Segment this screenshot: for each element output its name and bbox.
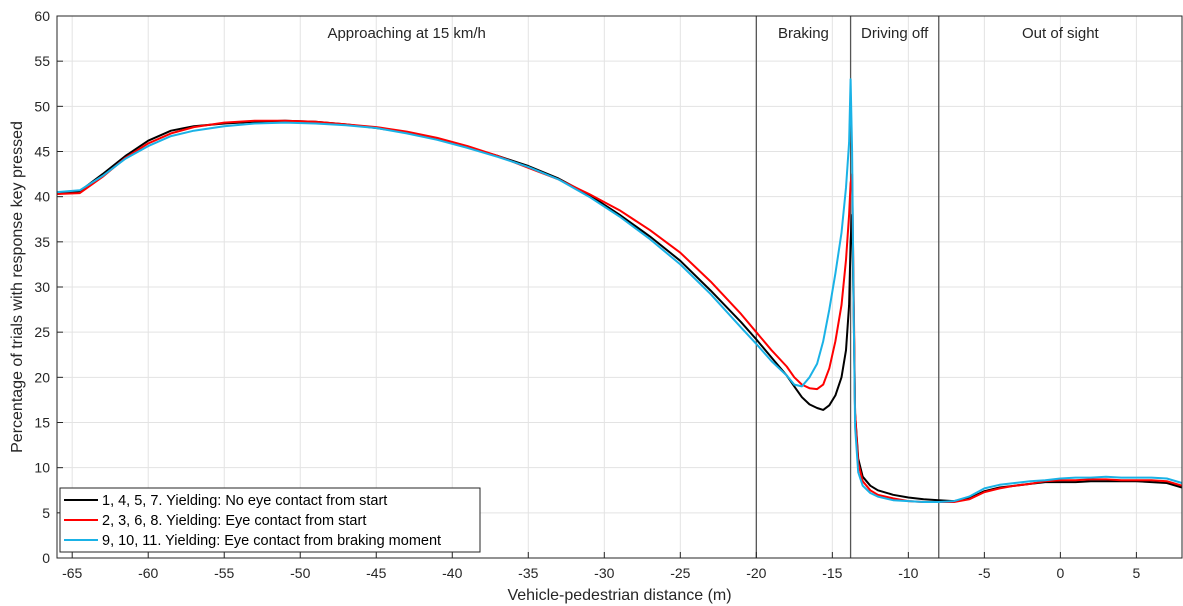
- x-tick-label: -10: [898, 565, 918, 581]
- legend-entry: 1, 4, 5, 7. Yielding: No eye contact fro…: [102, 493, 387, 509]
- phase-label: Driving off: [861, 25, 929, 42]
- legend-entry: 2, 3, 6, 8. Yielding: Eye contact from s…: [102, 513, 366, 529]
- x-tick-label: 5: [1132, 565, 1140, 581]
- x-tick-label: 0: [1056, 565, 1064, 581]
- y-tick-label: 55: [34, 53, 50, 69]
- x-tick-label: -20: [746, 565, 766, 581]
- x-tick-label: -60: [138, 565, 158, 581]
- x-tick-label: -15: [822, 565, 842, 581]
- x-tick-label: -65: [62, 565, 82, 581]
- phase-label: Approaching at 15 km/h: [327, 25, 485, 42]
- y-tick-label: 0: [42, 550, 50, 566]
- x-tick-label: -25: [670, 565, 690, 581]
- series-lines: [56, 78, 1183, 503]
- x-tick-label: -5: [978, 565, 991, 581]
- x-axis-title: Vehicle-pedestrian distance (m): [507, 587, 731, 604]
- phase-label: Braking: [778, 25, 829, 42]
- x-tick-label: -55: [214, 565, 234, 581]
- y-tick-label: 20: [34, 369, 50, 385]
- phase-labels: Approaching at 15 km/h Braking Driving off…: [327, 25, 1099, 42]
- y-tick-label: 30: [34, 279, 50, 295]
- legend: 1, 4, 5, 7. Yielding: No eye contact fro…: [59, 487, 481, 553]
- axis-ticks: -65 -60 -55 -50 -45 -40 -35 -30 -25 -20 -15 -10 -5 0 5…: [34, 8, 1140, 581]
- x-tick-label: -30: [594, 565, 614, 581]
- legend-box: [59, 487, 481, 553]
- y-tick-label: 15: [34, 415, 50, 431]
- series-line-3: [56, 78, 1183, 503]
- x-tick-label: -45: [366, 565, 386, 581]
- legend-entry: 9, 10, 11. Yielding: Eye contact from br…: [102, 533, 441, 549]
- y-tick-label: 40: [34, 189, 50, 205]
- y-tick-label: 25: [34, 324, 50, 340]
- y-tick-label: 10: [34, 460, 50, 476]
- phase-label: Out of sight: [1022, 25, 1100, 42]
- y-tick-label: 35: [34, 234, 50, 250]
- x-tick-label: -40: [442, 565, 462, 581]
- y-tick-label: 45: [34, 144, 50, 160]
- y-tick-label: 5: [42, 505, 50, 521]
- y-tick-label: 50: [34, 98, 50, 114]
- series-line-2: [56, 119, 1183, 503]
- y-tick-label: 60: [34, 8, 50, 24]
- x-tick-label: -50: [290, 565, 310, 581]
- y-axis-title: Percentage of trials with response key p…: [9, 121, 26, 453]
- x-tick-label: -35: [518, 565, 538, 581]
